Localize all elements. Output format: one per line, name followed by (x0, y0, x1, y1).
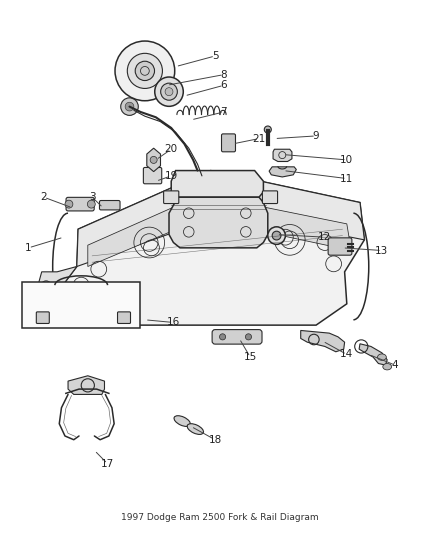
FancyBboxPatch shape (262, 191, 277, 204)
Circle shape (127, 53, 162, 88)
Text: 15: 15 (243, 352, 256, 362)
FancyBboxPatch shape (221, 134, 235, 152)
Text: 7: 7 (220, 107, 227, 117)
Ellipse shape (155, 77, 183, 107)
Text: 6: 6 (220, 80, 227, 90)
Ellipse shape (382, 364, 391, 370)
Polygon shape (37, 266, 77, 304)
Circle shape (245, 334, 251, 340)
Circle shape (135, 61, 154, 80)
FancyBboxPatch shape (22, 282, 140, 328)
Text: 1997 Dodge Ram 2500 Fork & Rail Diagram: 1997 Dodge Ram 2500 Fork & Rail Diagram (120, 513, 318, 522)
Text: 1: 1 (25, 243, 32, 253)
Text: 2: 2 (40, 192, 47, 202)
FancyBboxPatch shape (36, 312, 49, 324)
Ellipse shape (160, 83, 177, 100)
Text: 5: 5 (211, 51, 218, 61)
Text: 21: 21 (252, 134, 265, 143)
Polygon shape (272, 149, 291, 161)
Circle shape (264, 126, 271, 133)
Circle shape (267, 227, 285, 244)
Text: 3: 3 (88, 192, 95, 202)
Text: 17: 17 (101, 459, 114, 469)
Polygon shape (146, 148, 160, 172)
Circle shape (150, 156, 157, 164)
Ellipse shape (377, 354, 385, 360)
Text: 13: 13 (374, 246, 388, 255)
Polygon shape (169, 197, 267, 248)
FancyBboxPatch shape (117, 312, 130, 324)
Ellipse shape (173, 416, 190, 426)
Ellipse shape (165, 88, 173, 96)
FancyBboxPatch shape (212, 329, 261, 344)
Ellipse shape (187, 424, 203, 434)
Circle shape (125, 102, 134, 111)
Circle shape (115, 41, 174, 101)
Polygon shape (77, 171, 364, 266)
Polygon shape (68, 376, 104, 394)
Text: 16: 16 (166, 318, 180, 327)
FancyBboxPatch shape (99, 200, 120, 210)
Circle shape (272, 231, 280, 240)
Text: 12: 12 (318, 232, 331, 242)
Text: 18: 18 (208, 435, 221, 445)
Circle shape (87, 200, 95, 208)
FancyBboxPatch shape (143, 167, 161, 184)
Text: 19: 19 (164, 171, 177, 181)
Text: 4: 4 (391, 360, 398, 370)
Circle shape (219, 334, 225, 340)
Polygon shape (268, 167, 296, 177)
Polygon shape (53, 171, 364, 325)
Circle shape (65, 200, 73, 208)
Text: 20: 20 (164, 144, 177, 154)
FancyBboxPatch shape (163, 191, 178, 204)
Text: 11: 11 (339, 174, 353, 183)
Text: 9: 9 (312, 131, 319, 141)
FancyBboxPatch shape (327, 238, 351, 255)
FancyBboxPatch shape (66, 197, 94, 211)
Polygon shape (171, 171, 263, 197)
Polygon shape (88, 195, 350, 266)
Text: 8: 8 (220, 70, 227, 79)
Polygon shape (300, 330, 344, 352)
Text: 10: 10 (339, 155, 353, 165)
Circle shape (120, 98, 138, 115)
Polygon shape (358, 344, 386, 365)
Text: 14: 14 (339, 350, 353, 359)
